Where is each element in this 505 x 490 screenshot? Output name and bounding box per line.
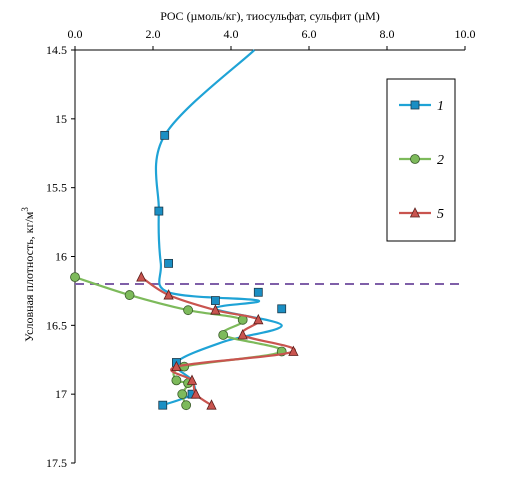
series-5-point bbox=[206, 399, 217, 410]
legend-entry-1: 1 bbox=[399, 99, 444, 114]
series-1-point bbox=[160, 130, 170, 140]
series-1-point bbox=[158, 400, 168, 410]
series-5-point bbox=[288, 345, 299, 356]
legend-entry-2: 2 bbox=[399, 153, 444, 168]
legend-label: 2 bbox=[437, 153, 444, 168]
axes: 0.0 2.0 4.0 6.0 8.0 10.014.51515.51616.51717.… bbox=[46, 27, 476, 470]
series-5-point bbox=[163, 289, 174, 300]
series-2-point bbox=[181, 400, 192, 411]
x-tick-label: 10.0 bbox=[455, 27, 476, 41]
series-2-point bbox=[70, 272, 80, 283]
series-2 bbox=[70, 272, 287, 411]
series-1-line bbox=[154, 49, 283, 407]
series-5-point bbox=[171, 360, 182, 372]
series-layer bbox=[70, 49, 299, 411]
legend-label: 1 bbox=[437, 99, 444, 114]
series-5-point bbox=[253, 313, 264, 325]
legend-entry-5: 5 bbox=[399, 207, 444, 222]
x-axis-title: POC (µмоль/кг), тиосульфат, сульфит (µM) bbox=[160, 9, 380, 23]
series-5-point bbox=[186, 374, 198, 385]
series-5-line bbox=[140, 276, 296, 407]
series-5-point bbox=[136, 271, 147, 282]
legend: 1 2 5 bbox=[386, 78, 456, 242]
x-tick-label: 0.0 bbox=[68, 27, 83, 41]
y-axis-title-superscript: 3 bbox=[20, 207, 30, 212]
x-tick-label: 2.0 bbox=[146, 27, 161, 41]
series-2-point bbox=[218, 330, 229, 340]
legend-marker bbox=[410, 100, 420, 110]
y-axis-title-text: Условная плотность, кг/м bbox=[22, 211, 36, 342]
legend-marker bbox=[409, 207, 421, 218]
series-1-point bbox=[210, 296, 220, 305]
y-axis-title: Условная плотность, кг/м3 bbox=[20, 207, 36, 342]
series-2-point bbox=[183, 305, 194, 316]
series-1-point bbox=[277, 304, 287, 314]
legend-label: 5 bbox=[437, 207, 444, 222]
x-tick-label: 6.0 bbox=[302, 27, 317, 41]
series-5-point bbox=[237, 329, 248, 340]
y-tick-label: 17 bbox=[55, 387, 67, 401]
series-2-point bbox=[171, 375, 182, 386]
series-1-point bbox=[154, 206, 164, 216]
series-1-point bbox=[164, 258, 174, 268]
y-tick-label: 14.5 bbox=[46, 43, 67, 57]
series-2-line bbox=[74, 276, 283, 406]
y-tick-label: 16.5 bbox=[46, 318, 67, 332]
series-5-point bbox=[190, 388, 202, 399]
legend-marker bbox=[410, 154, 420, 164]
y-tick-label: 15 bbox=[55, 112, 67, 126]
x-tick-label: 4.0 bbox=[224, 27, 239, 41]
series-5 bbox=[136, 271, 299, 410]
x-tick-label: 8.0 bbox=[380, 27, 395, 41]
series-2-point bbox=[177, 389, 188, 400]
y-tick-label: 15.5 bbox=[46, 181, 67, 195]
y-tick-label: 16 bbox=[55, 250, 67, 264]
series-5-point bbox=[210, 304, 221, 315]
series-1-point bbox=[253, 287, 263, 297]
series-2-point bbox=[124, 290, 135, 300]
y-tick-label: 17.5 bbox=[46, 456, 67, 470]
